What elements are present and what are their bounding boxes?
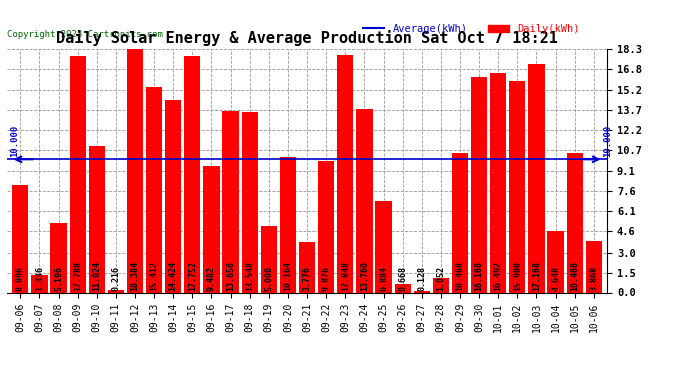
Bar xyxy=(452,153,468,292)
Legend: Average(kWh), Daily(kWh): Average(kWh), Daily(kWh) xyxy=(359,20,584,38)
Text: 8.096: 8.096 xyxy=(16,266,25,291)
Bar xyxy=(395,284,411,292)
Text: 17.788: 17.788 xyxy=(73,261,82,291)
Text: 18.384: 18.384 xyxy=(130,261,139,291)
Text: 0.216: 0.216 xyxy=(111,266,120,291)
Bar xyxy=(413,291,430,292)
Bar xyxy=(337,55,353,292)
Text: 3.868: 3.868 xyxy=(589,266,598,291)
Bar xyxy=(184,56,201,292)
Text: 16.168: 16.168 xyxy=(475,261,484,291)
Bar xyxy=(12,184,28,292)
Bar xyxy=(280,157,296,292)
Text: 1.336: 1.336 xyxy=(35,266,44,291)
Text: 17.168: 17.168 xyxy=(532,261,541,291)
Text: 11.024: 11.024 xyxy=(92,261,101,291)
Text: 17.752: 17.752 xyxy=(188,261,197,291)
Text: 5.008: 5.008 xyxy=(264,266,273,291)
Text: 6.884: 6.884 xyxy=(379,266,388,291)
Text: 0.128: 0.128 xyxy=(417,266,426,291)
Bar xyxy=(509,81,526,292)
Text: 10.000: 10.000 xyxy=(10,125,19,157)
Bar xyxy=(547,231,564,292)
Text: 3.776: 3.776 xyxy=(302,266,312,291)
Bar xyxy=(356,109,373,292)
Bar xyxy=(490,73,506,292)
Text: 1.052: 1.052 xyxy=(436,266,445,291)
Text: 15.412: 15.412 xyxy=(150,261,159,291)
Bar xyxy=(50,223,67,292)
Text: 0.668: 0.668 xyxy=(398,266,407,291)
Bar xyxy=(165,100,181,292)
Text: 10.468: 10.468 xyxy=(570,261,579,291)
Bar xyxy=(433,279,449,292)
Bar xyxy=(108,290,124,292)
Text: 4.648: 4.648 xyxy=(551,266,560,291)
Bar xyxy=(127,48,143,292)
Bar xyxy=(471,77,487,292)
Text: 9.482: 9.482 xyxy=(207,266,216,291)
Bar xyxy=(375,201,392,292)
Bar xyxy=(70,56,86,292)
Bar xyxy=(586,241,602,292)
Title: Daily Solar Energy & Average Production Sat Oct 7 18:21: Daily Solar Energy & Average Production … xyxy=(56,30,558,46)
Text: 13.548: 13.548 xyxy=(245,261,254,291)
Text: 16.492: 16.492 xyxy=(494,261,503,291)
Text: 13.656: 13.656 xyxy=(226,261,235,291)
Bar xyxy=(261,226,277,292)
Bar xyxy=(222,111,239,292)
Text: 10.164: 10.164 xyxy=(284,261,293,291)
Bar xyxy=(529,64,544,292)
Text: 9.876: 9.876 xyxy=(322,266,331,291)
Bar xyxy=(31,275,48,292)
Bar xyxy=(146,87,162,292)
Bar xyxy=(204,166,219,292)
Bar xyxy=(241,112,258,292)
Text: 15.900: 15.900 xyxy=(513,261,522,291)
Bar xyxy=(88,146,105,292)
Text: 17.848: 17.848 xyxy=(341,261,350,291)
Text: 10.000: 10.000 xyxy=(602,125,612,157)
Bar xyxy=(318,161,334,292)
Text: 10.468: 10.468 xyxy=(455,261,464,291)
Text: 14.424: 14.424 xyxy=(169,261,178,291)
Text: Copyright 2023 Cartronics.com: Copyright 2023 Cartronics.com xyxy=(7,30,163,39)
Text: 13.760: 13.760 xyxy=(360,261,369,291)
Bar xyxy=(566,153,583,292)
Text: 5.196: 5.196 xyxy=(54,266,63,291)
Bar xyxy=(299,242,315,292)
